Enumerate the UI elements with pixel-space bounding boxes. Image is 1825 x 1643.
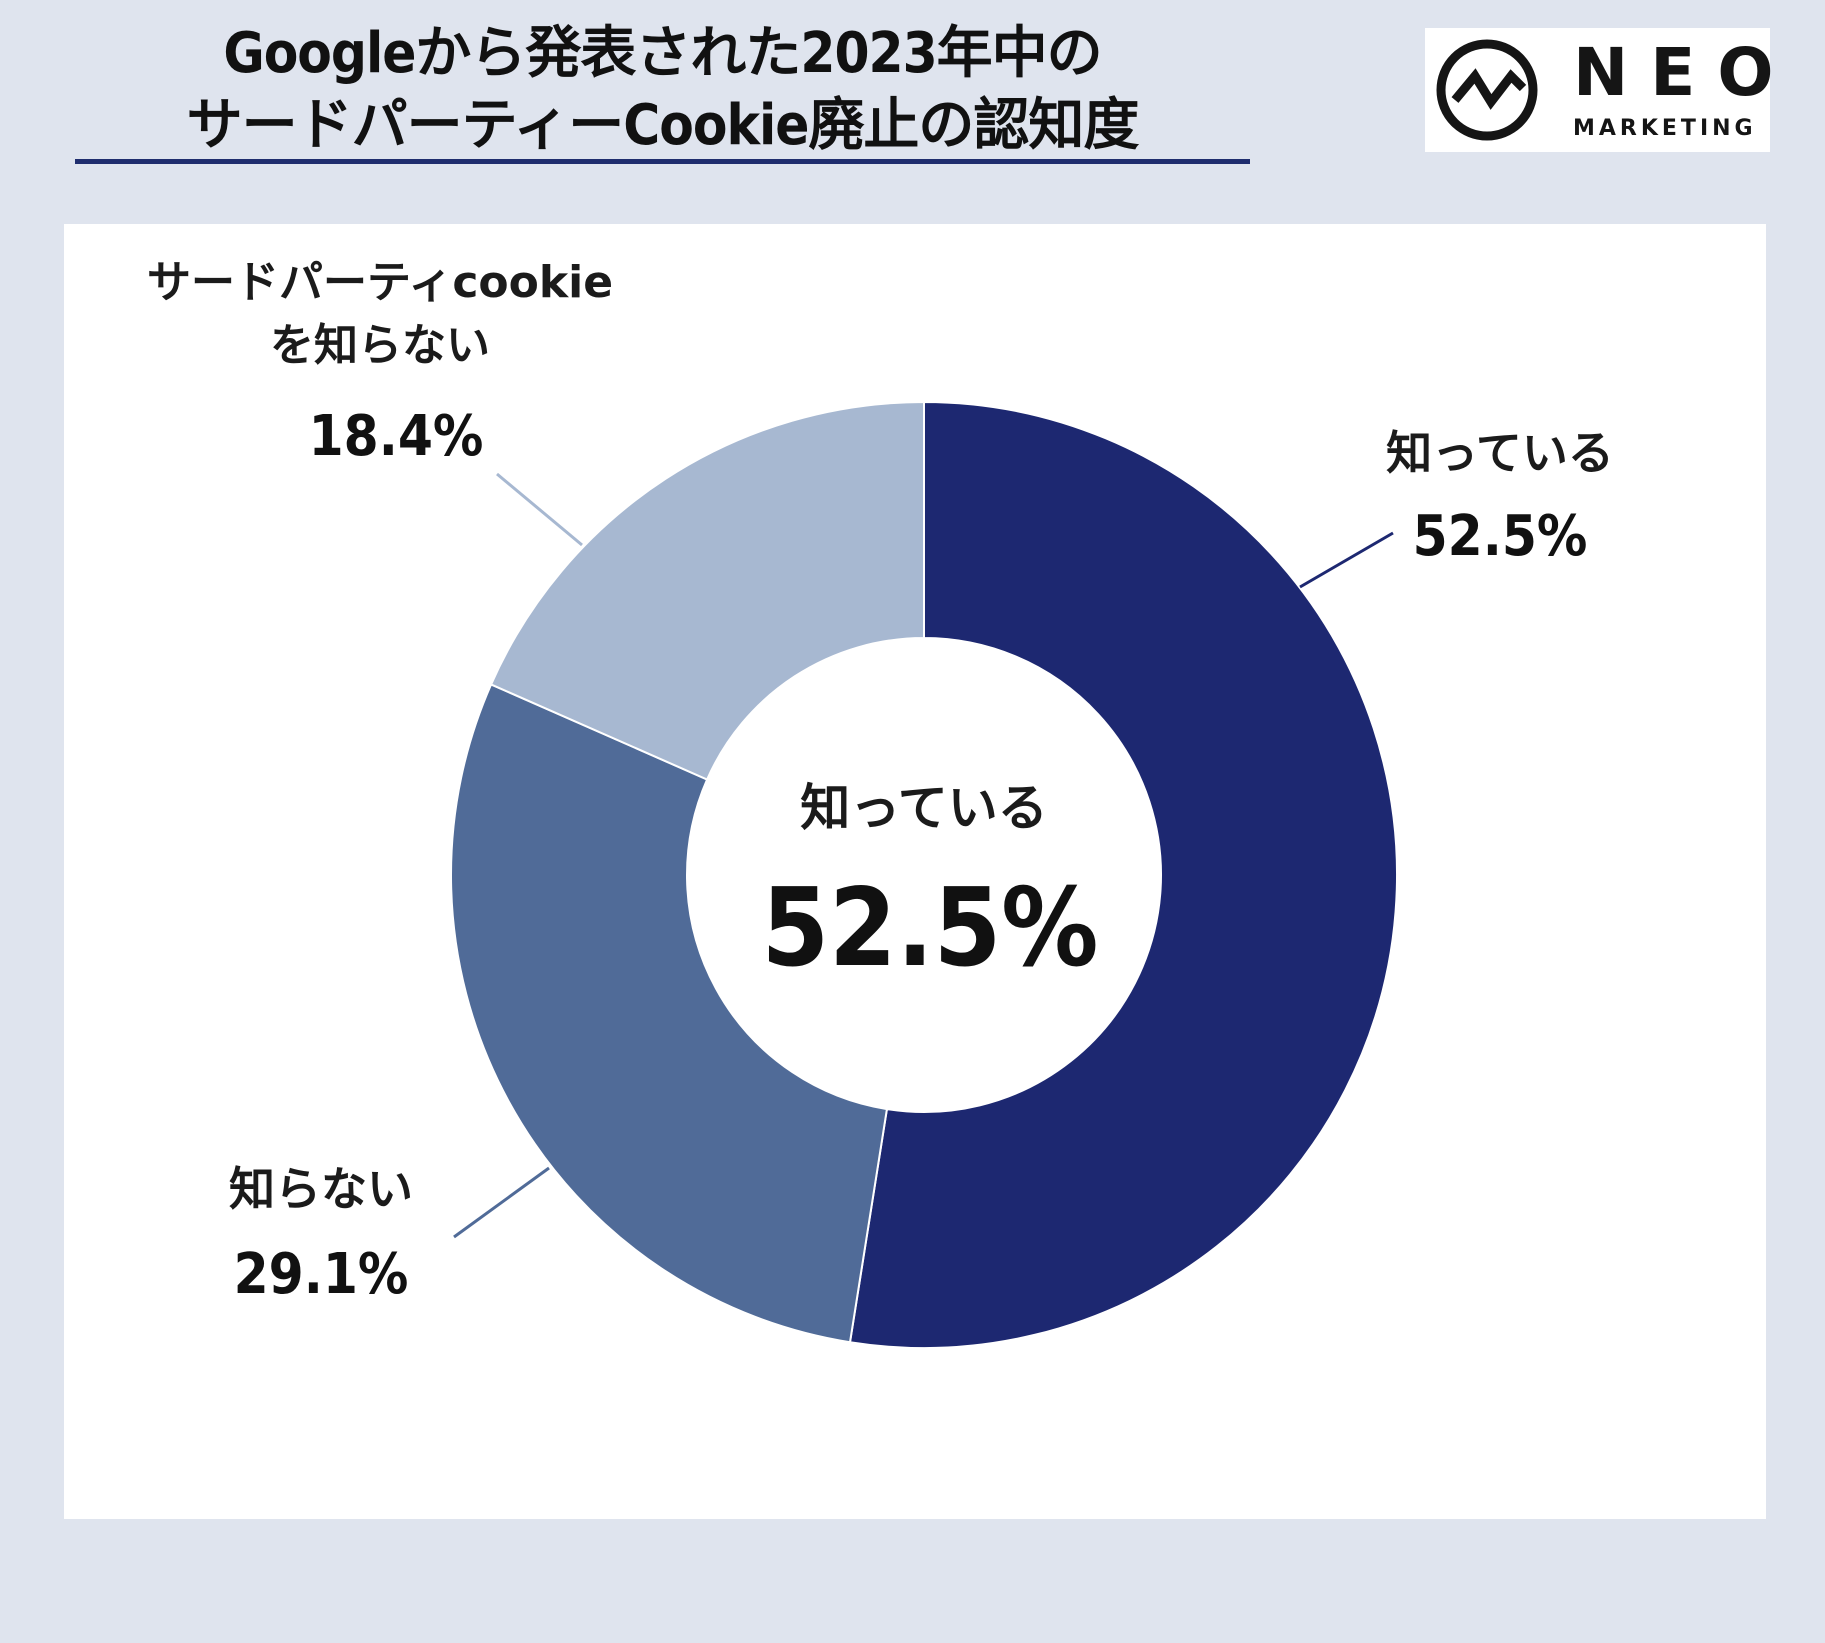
label-known-name: 知っている [1386,426,1614,480]
label-unknown-value: 29.1% [234,1242,409,1307]
center-value: 52.5% [761,866,1098,991]
label-no-cookie-value: 18.4% [309,404,484,469]
slice-known [848,400,1398,1349]
leader-line-no-cookie [496,472,583,547]
leader-line-unknown [453,1166,550,1239]
chart-title: Googleから発表された2023年中の サードパーティーCookie廃止の認知… [75,18,1250,162]
logo-subtitle: MARKETING [1573,116,1757,141]
neo-marketing-logo: NEO MARKETING [1425,28,1773,152]
slice-unknown [450,683,889,1344]
title-underline [75,159,1250,164]
logo-wave-icon [1436,39,1538,141]
leader-line-known [1299,531,1394,589]
title-line-1: Googleから発表された2023年中の [223,21,1102,86]
center-label: 知っている [800,779,1048,837]
label-known-value: 52.5% [1413,504,1588,569]
label-no-cookie-name-2: を知らない [270,320,490,371]
title-line-2: サードパーティーCookie廃止の認知度 [186,93,1140,158]
label-no-cookie-name-1: サードパーティcookie [147,257,613,308]
label-unknown-name: 知らない [229,1162,413,1216]
logo-wordmark: NEO [1573,34,1796,111]
slice-no-cookie [489,400,925,781]
